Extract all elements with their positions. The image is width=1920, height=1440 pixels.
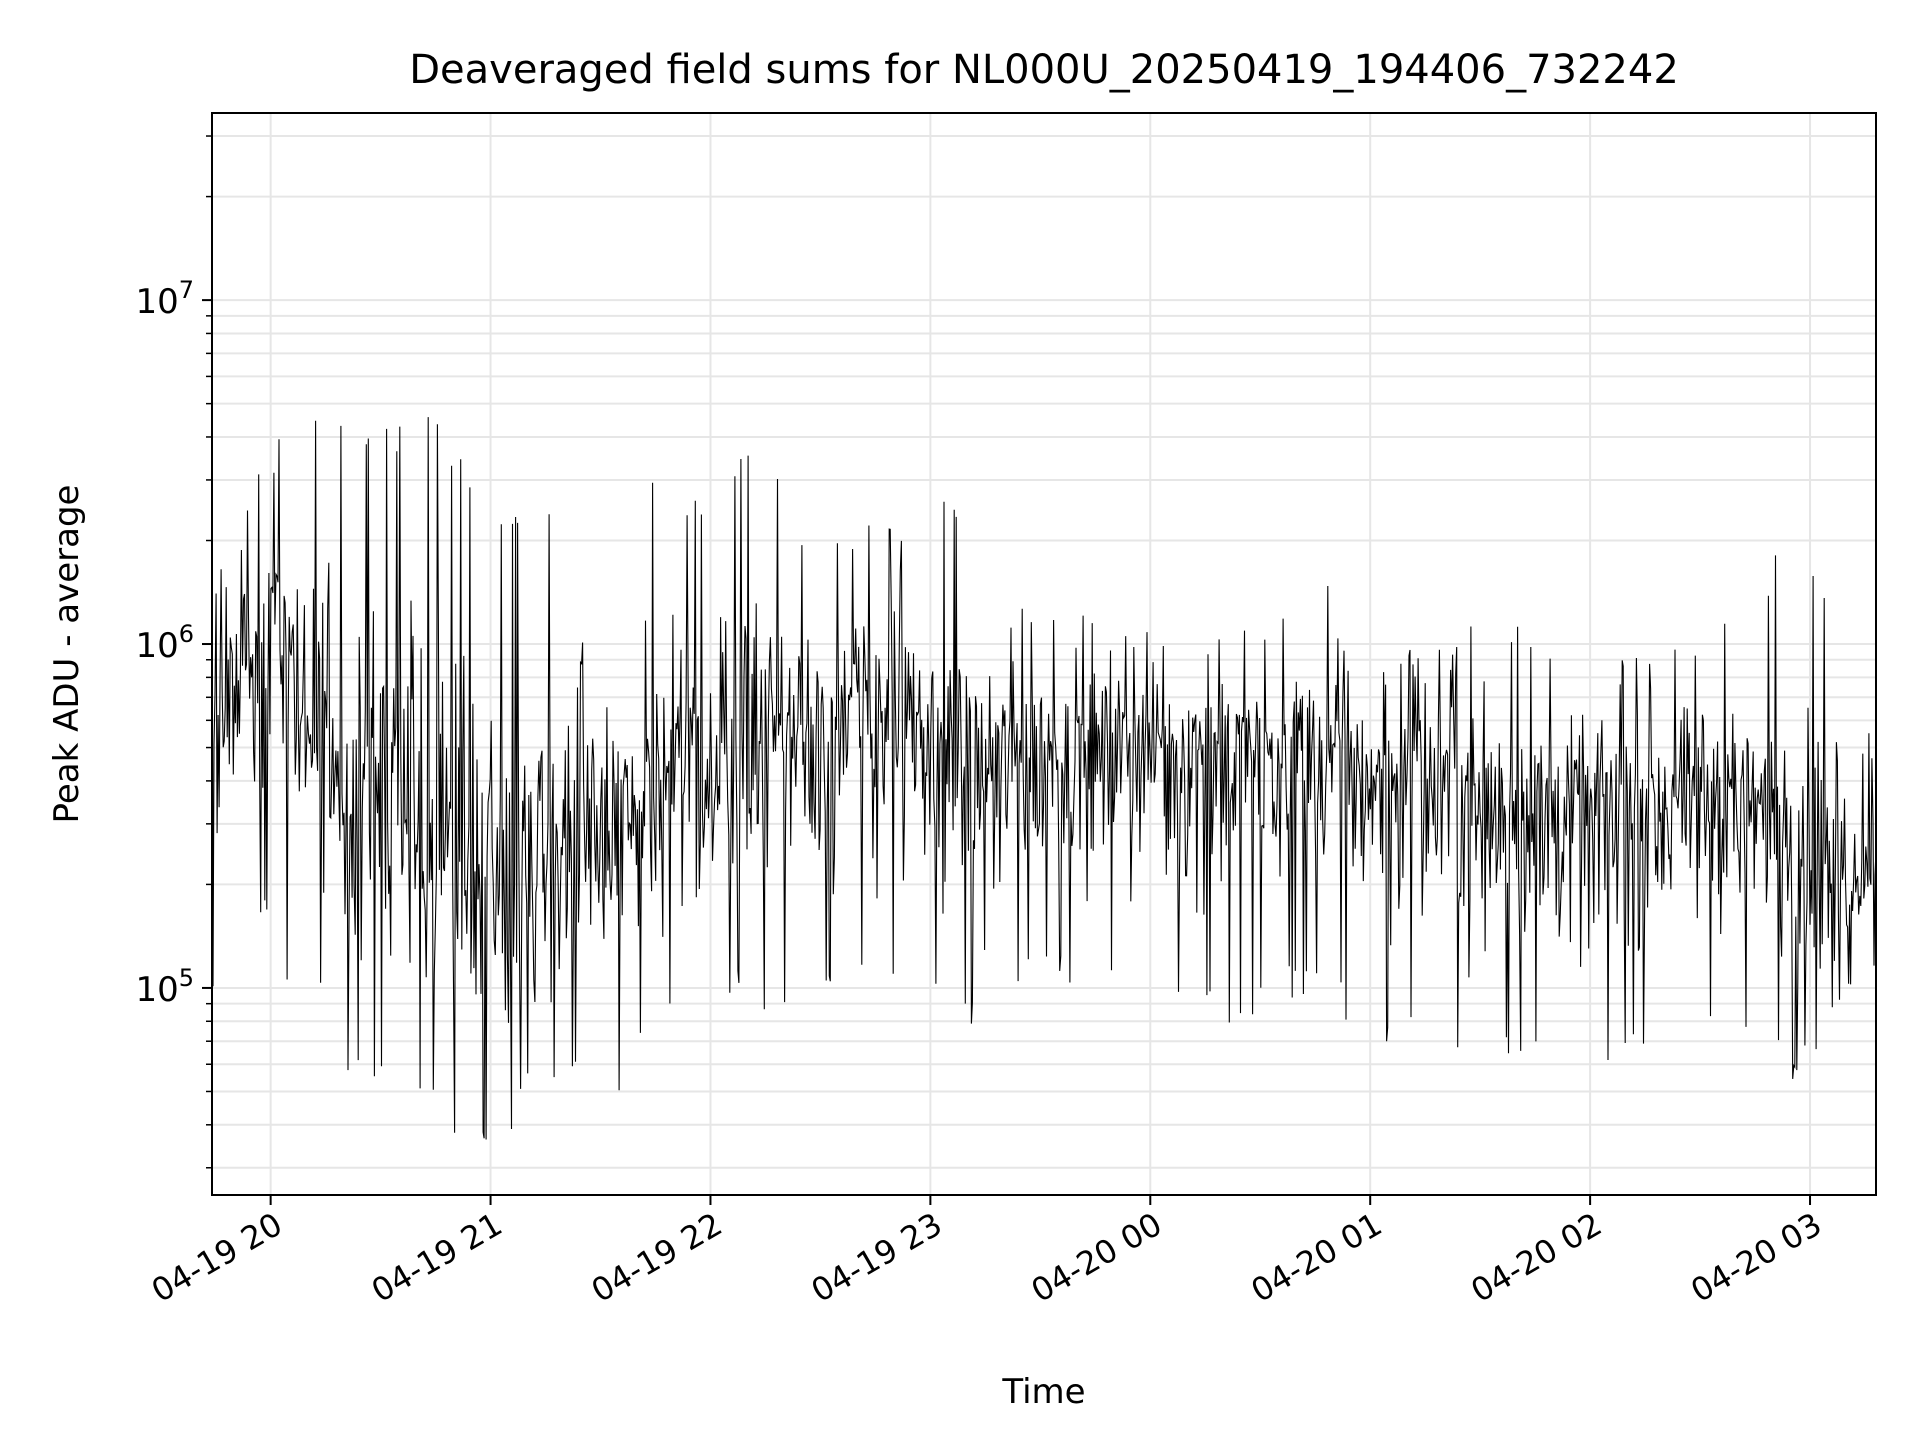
grid-major <box>212 113 1876 1195</box>
y-tick-label: 107 <box>135 276 194 322</box>
y-axis-label: Peak ADU - average <box>47 485 87 824</box>
y-tick-label: 106 <box>135 620 194 666</box>
plot-frame <box>211 112 1877 1196</box>
y-axis: 105 106 107 <box>135 135 212 1169</box>
x-axis-label: Time <box>1001 1372 1085 1412</box>
series-line <box>212 417 1876 1140</box>
y-tick-label: 105 <box>135 964 194 1010</box>
chart-title: Deaveraged field sums for NL000U_2025041… <box>409 47 1679 93</box>
